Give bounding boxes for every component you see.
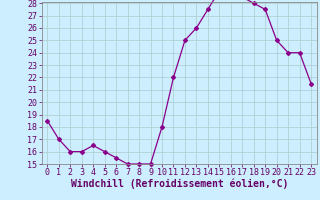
X-axis label: Windchill (Refroidissement éolien,°C): Windchill (Refroidissement éolien,°C) (70, 179, 288, 189)
